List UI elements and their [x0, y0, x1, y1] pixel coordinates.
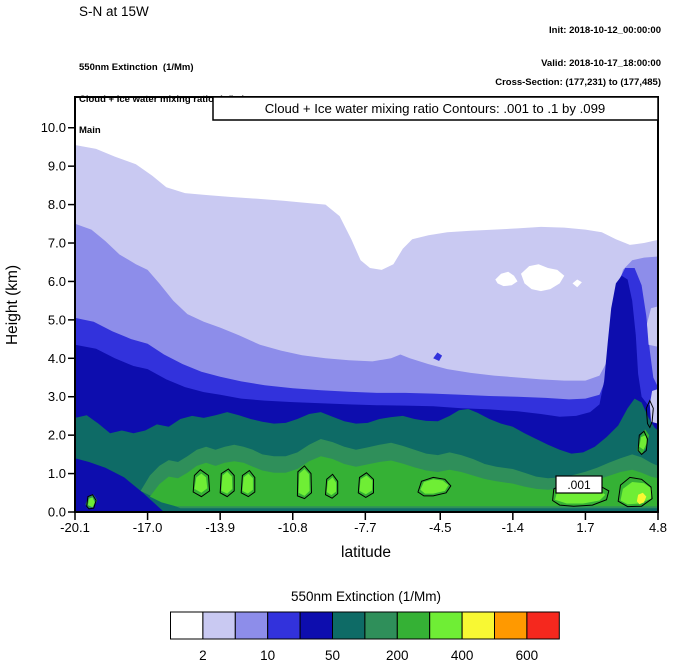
contour-label-box	[555, 475, 603, 494]
region-ext-300to400-bright-3	[242, 473, 253, 494]
x-tick-label: -13.9	[205, 520, 235, 535]
cloud-contour-line	[617, 476, 653, 508]
colorbar-box	[267, 611, 301, 640]
region-ext-300to400-bright-5	[326, 477, 337, 496]
y-axis-title: Height (km)	[4, 265, 21, 345]
region-ext-400to500-yellow-speck	[636, 492, 647, 505]
region-lavender-patch-right-lower	[649, 389, 658, 424]
field-line-domain: Main	[79, 125, 101, 136]
x-tick-label: 4.8	[649, 520, 667, 535]
inner-title-box	[212, 96, 659, 121]
x-tick-label: -4.5	[429, 520, 451, 535]
y-tick-label: 2.0	[48, 428, 66, 443]
y-tick-label: 5.0	[48, 312, 66, 327]
region-white-hole-2	[521, 264, 565, 292]
colorbar-box	[202, 611, 236, 640]
region-ext-300to400-bright-10	[87, 497, 95, 508]
axis-ticks: -20.1 -17.0 -13.9 -10.8 -7.7 -4.5 -1.4 1.7 4.8 0.…	[41, 120, 667, 535]
colorbar-label: 600	[516, 648, 539, 663]
colorbar-box	[234, 611, 269, 640]
region-ext-300to400-bright-2	[221, 471, 233, 494]
colorbar-box	[332, 611, 366, 640]
colorbar-box	[429, 611, 463, 640]
y-tick-label: 6.0	[48, 274, 66, 289]
colorbar-label: 50	[325, 648, 340, 663]
colorbar-box	[396, 611, 431, 640]
cloud-contour-line	[324, 473, 339, 499]
y-tick-label: 9.0	[48, 159, 66, 174]
colorbar-box	[364, 611, 398, 640]
cloud-contour-lines	[86, 399, 654, 510]
colorbar-label: 2	[199, 648, 207, 663]
region-white-hole-3	[572, 279, 582, 288]
cloud-contour-line	[219, 468, 235, 498]
x-axis-title: latitude	[341, 544, 391, 561]
region-ext-300to400-bright-11	[639, 435, 647, 450]
colorbar-box	[170, 611, 204, 640]
region-lavender-patch-right-upper	[647, 306, 658, 347]
x-tick-label: -1.4	[502, 520, 524, 535]
colorbar-label: 10	[260, 648, 275, 663]
cloud-contour-line	[192, 469, 211, 498]
y-tick-label: 3.0	[48, 389, 66, 404]
colorbar-box	[461, 611, 496, 640]
region-ext-300to400-bright-6	[359, 475, 373, 495]
y-tick-label: 8.0	[48, 197, 66, 212]
cloud-contour-line	[296, 465, 313, 500]
y-tick-label: 0.0	[48, 505, 66, 520]
y-tick-label: 1.0	[48, 466, 66, 481]
region-ext-300to400-bright-7	[420, 479, 449, 494]
cross-section-label: Cross-Section: (177,231) to (177,485)	[495, 77, 661, 88]
x-tick-label: 1.7	[576, 520, 594, 535]
cloud-contour-line	[86, 494, 97, 510]
colorbar-title: 550nm Extinction (1/Mm)	[291, 589, 441, 604]
y-tick-label: 10.0	[41, 120, 66, 135]
valid-time: Valid: 2018-10-17_18:00:00	[541, 58, 661, 69]
colorbar-label: 400	[451, 648, 474, 663]
x-tick-label: -17.0	[133, 520, 163, 535]
page-title: S-N at 15W	[79, 4, 149, 19]
colorbar: 2 10 50 200 400 600	[170, 611, 560, 663]
inner-title: Cloud + Ice water mixing ratio Contours:…	[265, 101, 606, 116]
cloud-contour-line	[240, 469, 256, 498]
x-tick-label: -7.7	[354, 520, 376, 535]
cloud-contour-line	[357, 472, 374, 498]
colorbar-box	[494, 611, 528, 640]
x-tick-label: -20.1	[60, 520, 90, 535]
colorbar-box	[299, 611, 334, 640]
colorbar-label: 200	[386, 648, 409, 663]
y-tick-label: 7.0	[48, 236, 66, 251]
cloud-contour-line	[637, 430, 649, 456]
y-tick-label: 4.0	[48, 351, 66, 366]
region-ext-200to300-green	[149, 456, 658, 507]
region-blue-spot-mid	[433, 352, 443, 361]
x-tick-label: -10.8	[278, 520, 308, 535]
init-time: Init: 2018-10-12_00:00:00	[549, 25, 661, 36]
contour-label: .001	[567, 478, 591, 492]
filled-contour-regions	[75, 145, 658, 512]
region-white-hole-1	[495, 271, 518, 287]
colorbar-box	[526, 611, 560, 640]
region-ext-300to400-bright-1	[194, 473, 208, 493]
region-ext-300to400-bright-4	[298, 469, 310, 496]
field-line-extinction: 550nm Extinction (1/Mm)	[79, 62, 194, 73]
cloud-contour-line	[645, 399, 654, 429]
cloud-contour-line	[417, 476, 452, 497]
run-time-block: Init: 2018-10-12_00:00:00 Valid: 2018-10…	[541, 3, 661, 91]
